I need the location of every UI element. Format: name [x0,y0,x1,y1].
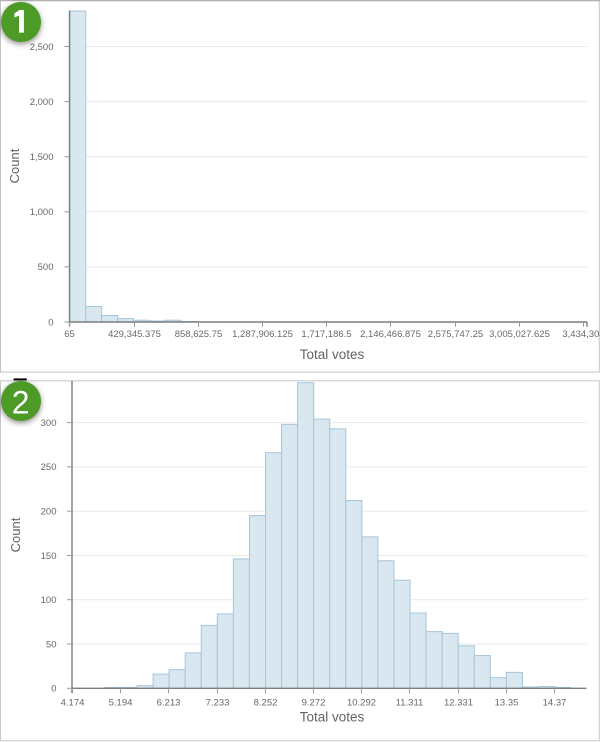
svg-text:250: 250 [41,462,57,473]
svg-text:500: 500 [38,262,54,273]
svg-text:2,575,747.25: 2,575,747.25 [428,329,483,340]
svg-text:200: 200 [41,507,57,518]
svg-text:11.311: 11.311 [396,698,424,709]
svg-text:Total votes: Total votes [300,347,365,362]
svg-text:13.35: 13.35 [495,698,519,709]
svg-text:5.194: 5.194 [109,698,133,709]
svg-text:65: 65 [64,329,75,340]
svg-text:1,000: 1,000 [30,207,54,218]
svg-text:150: 150 [41,551,57,562]
svg-text:14.37: 14.37 [543,698,567,709]
svg-text:7.233: 7.233 [206,698,230,709]
svg-text:2,146,466.875: 2,146,466.875 [360,329,421,340]
svg-text:Total votes: Total votes [300,710,365,725]
svg-text:Count: Count [7,148,22,183]
svg-text:3,005,027.625: 3,005,027.625 [489,329,550,340]
svg-text:50: 50 [46,639,57,650]
svg-text:Count: Count [8,517,23,552]
svg-text:9.272: 9.272 [302,698,326,709]
svg-text:1,500: 1,500 [30,152,54,163]
svg-text:100: 100 [41,595,57,606]
svg-text:429,345.375: 429,345.375 [108,329,161,340]
svg-text:1,287,906.125: 1,287,906.125 [232,329,293,340]
svg-text:2: 2 [12,384,30,420]
svg-text:3,434,308: 3,434,308 [562,329,600,340]
svg-text:858,625.75: 858,625.75 [175,329,223,340]
svg-text:0: 0 [51,684,56,695]
svg-text:0: 0 [48,317,53,328]
svg-text:2,000: 2,000 [30,97,54,108]
svg-text:12.331: 12.331 [444,698,473,709]
svg-text:6.213: 6.213 [157,698,181,709]
svg-text:8.252: 8.252 [254,698,278,709]
svg-text:1,717,186.5: 1,717,186.5 [301,329,351,340]
svg-text:10.292: 10.292 [347,698,376,709]
svg-text:300: 300 [41,418,57,429]
svg-text:2,500: 2,500 [30,42,54,53]
svg-text:4.174: 4.174 [61,698,85,709]
